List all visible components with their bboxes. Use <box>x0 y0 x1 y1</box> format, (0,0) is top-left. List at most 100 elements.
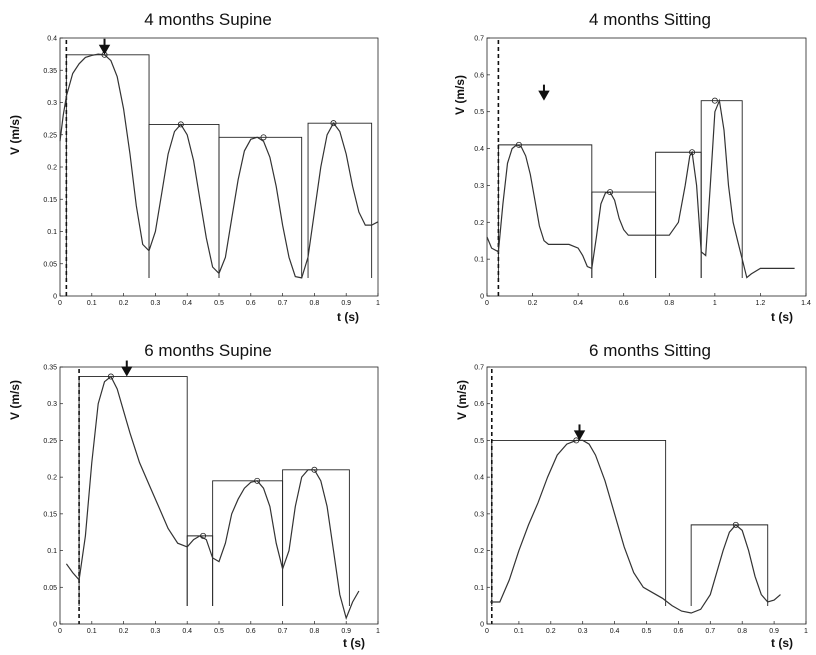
x-tick-label: 0.1 <box>87 628 97 635</box>
movement-unit-box <box>65 54 150 278</box>
y-tick-label: 0.4 <box>47 36 57 43</box>
movement-unit-box <box>148 123 220 278</box>
y-tick-label: 0.1 <box>47 229 57 236</box>
x-tick-label: 1.4 <box>801 300 811 307</box>
x-tick-label: 0.7 <box>278 628 288 635</box>
y-tick-label: 0.35 <box>43 68 57 75</box>
y-tick-label: 0.25 <box>43 132 57 139</box>
x-tick-label: 0.8 <box>737 628 747 635</box>
x-tick-label: 0 <box>58 300 62 307</box>
y-tick-label: 0.4 <box>474 475 484 482</box>
y-tick-label: 0.6 <box>474 72 484 79</box>
x-tick-label: 0.9 <box>769 628 779 635</box>
velocity-curve <box>490 439 781 614</box>
y-tick-label: 0.15 <box>43 197 57 204</box>
panel-6-months-supine: 6 months Supine V (m/s) t (s) 0 0.1 0.2 0.3… <box>8 341 380 650</box>
x-tick-label: 0.4 <box>182 300 192 307</box>
peak-arrow-head <box>538 90 550 101</box>
x-tick-label: 1 <box>713 300 717 307</box>
movement-unit-box <box>700 100 743 278</box>
x-tick-label: 1 <box>376 300 380 307</box>
movement-unit-box <box>78 376 188 606</box>
axes-frame <box>59 366 379 625</box>
x-axis-label: t (s) <box>337 310 359 324</box>
y-axis-label: V (m/s) <box>8 115 22 155</box>
panel-title: 6 months Sitting <box>589 341 711 360</box>
y-tick-label: 0.3 <box>474 511 484 518</box>
x-tick-label: 0.2 <box>119 628 129 635</box>
y-tick-label: 0.35 <box>43 365 57 372</box>
x-tick-label: 0.1 <box>514 628 524 635</box>
x-tick-label: 0 <box>58 628 62 635</box>
peak-marker <box>260 134 267 141</box>
y-tick-label: 0.1 <box>474 585 484 592</box>
movement-unit-box <box>307 122 373 278</box>
peak-marker <box>689 149 696 156</box>
x-tick-label: 0.6 <box>619 300 629 307</box>
y-axis-label: V (m/s) <box>8 380 22 420</box>
x-tick-label: 0.8 <box>664 300 674 307</box>
y-tick-label: 0.1 <box>474 257 484 264</box>
x-tick-label: 0.1 <box>87 300 97 307</box>
movement-unit-box <box>282 469 350 606</box>
x-tick-label: 0 <box>485 628 489 635</box>
peak-marker <box>254 477 261 484</box>
velocity-curve <box>486 98 795 279</box>
x-tick-label: 0.6 <box>246 628 256 635</box>
y-tick-label: 0.05 <box>43 261 57 268</box>
peak-marker <box>732 521 739 528</box>
peak-marker <box>607 189 614 196</box>
peak-marker <box>107 373 114 380</box>
x-tick-label: 0.4 <box>610 628 620 635</box>
peak-marker <box>573 437 580 444</box>
x-tick-label: 0.7 <box>705 628 715 635</box>
x-tick-label: 0.6 <box>674 628 684 635</box>
panel-title: 4 months Supine <box>144 10 272 29</box>
x-axis-label: t (s) <box>771 636 793 650</box>
x-tick-label: 1 <box>376 628 380 635</box>
x-tick-label: 0.4 <box>182 628 192 635</box>
y-tick-label: 0.25 <box>43 438 57 445</box>
y-tick-label: 0.7 <box>474 36 484 43</box>
panel-6-months-sitting: 6 months Sitting V (m/s) t (s) 0 0.1 0.2 0.… <box>455 341 808 650</box>
x-tick-label: 0.3 <box>151 300 161 307</box>
x-tick-label: 0 <box>485 300 489 307</box>
y-tick-label: 0.3 <box>47 401 57 408</box>
x-tick-label: 0.3 <box>578 628 588 635</box>
movement-unit-box <box>497 144 593 278</box>
velocity-curve <box>59 53 379 279</box>
y-tick-label: 0.05 <box>43 585 57 592</box>
x-tick-label: 1.2 <box>756 300 766 307</box>
x-tick-label: 0.8 <box>310 628 320 635</box>
x-tick-label: 0.4 <box>573 300 583 307</box>
y-tick-label: 0.4 <box>474 146 484 153</box>
x-tick-label: 0.5 <box>642 628 652 635</box>
y-tick-label: 0.7 <box>474 365 484 372</box>
panel-4-months-sitting: 4 months Sitting V (m/s) t (s) 0 0.2 0.4 0.… <box>453 10 811 324</box>
y-tick-label: 0 <box>480 294 484 301</box>
x-tick-label: 0.9 <box>341 300 351 307</box>
movement-unit-box <box>690 524 769 606</box>
peak-marker <box>311 466 318 473</box>
peak-marker <box>200 532 207 539</box>
y-tick-label: 0.2 <box>47 165 57 172</box>
x-tick-label: 0.3 <box>151 628 161 635</box>
x-tick-label: 0.6 <box>246 300 256 307</box>
peak-arrow-head <box>573 430 586 441</box>
x-tick-label: 0.8 <box>310 300 320 307</box>
x-tick-label: 0.5 <box>214 628 224 635</box>
y-tick-label: 0.15 <box>43 511 57 518</box>
x-axis-label: t (s) <box>343 636 365 650</box>
x-tick-label: 0.2 <box>546 628 556 635</box>
x-tick-label: 0.5 <box>214 300 224 307</box>
y-tick-label: 0.3 <box>474 183 484 190</box>
movement-unit-box <box>212 480 284 606</box>
y-tick-label: 0.5 <box>474 109 484 116</box>
x-tick-label: 0.2 <box>528 300 538 307</box>
peak-marker <box>515 141 522 148</box>
y-axis-label: V (m/s) <box>453 75 467 115</box>
y-tick-label: 0.5 <box>474 438 484 445</box>
peak-marker <box>711 97 718 104</box>
y-tick-label: 0.2 <box>474 220 484 227</box>
